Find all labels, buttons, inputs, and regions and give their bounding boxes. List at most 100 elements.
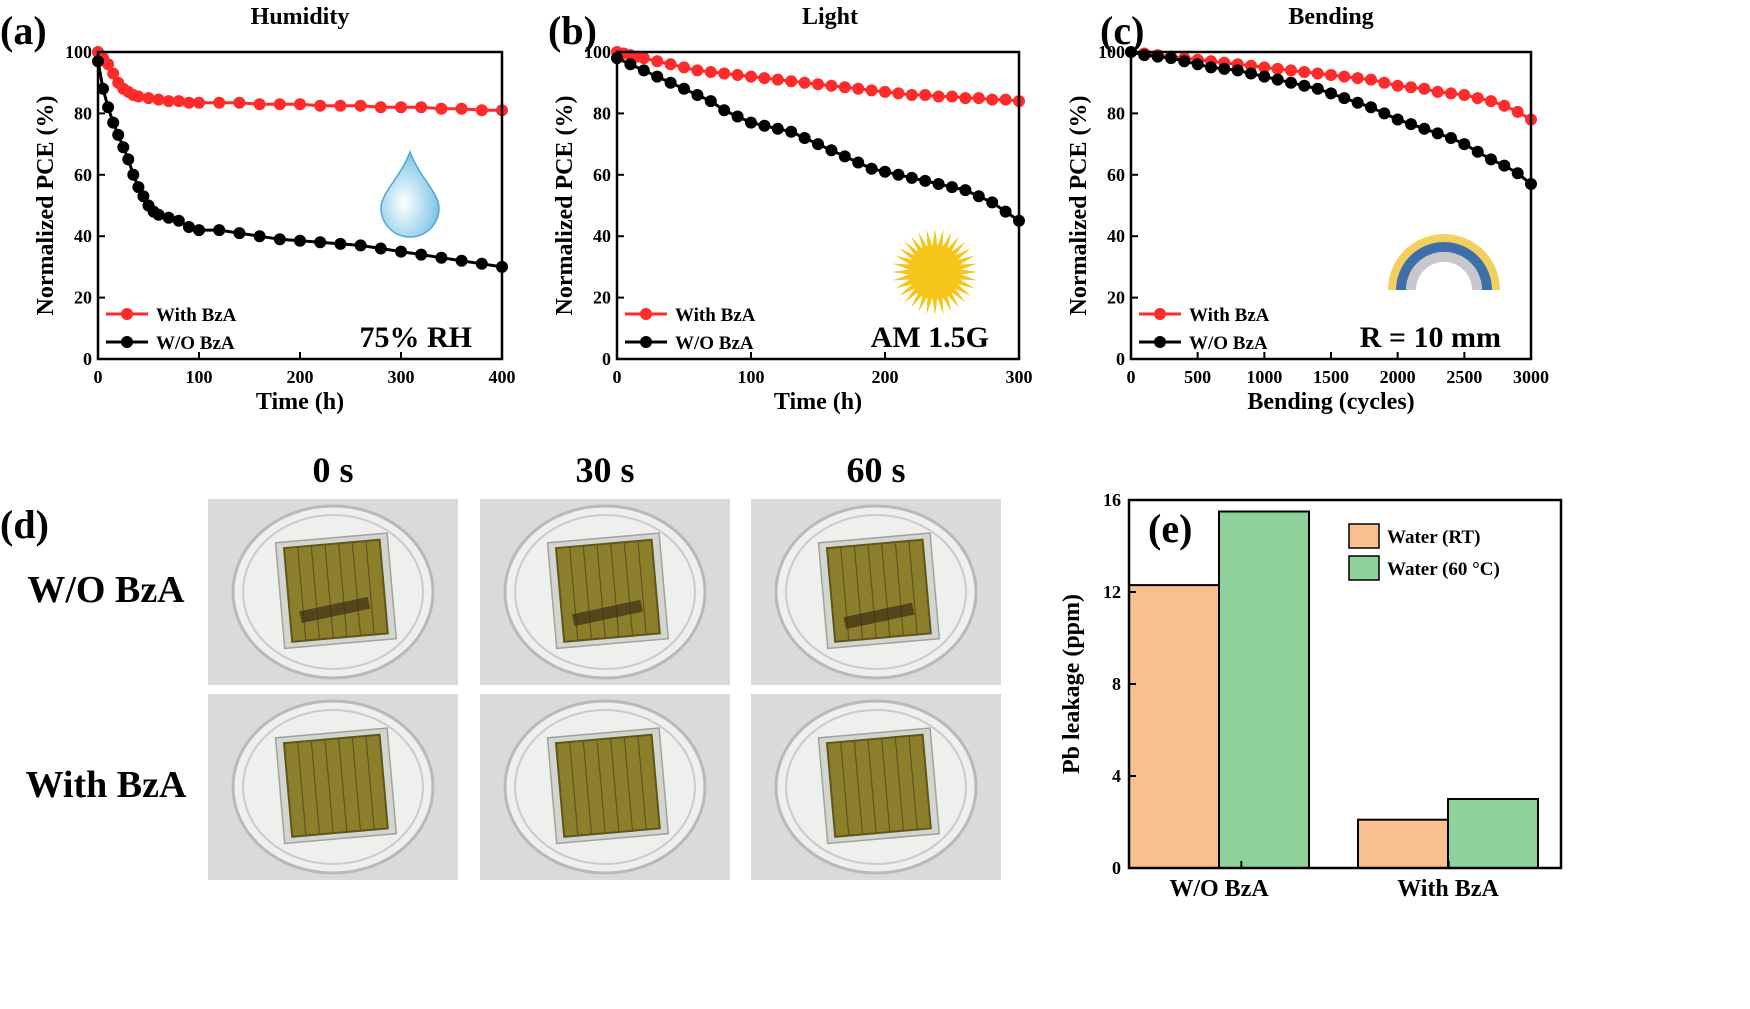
device-photo [751, 694, 1001, 880]
data-point [117, 141, 130, 154]
data-point [959, 184, 972, 197]
data-point [475, 257, 488, 270]
chart-title: Humidity [251, 4, 350, 30]
condition-annotation: 75% RH [360, 321, 473, 354]
data-point [273, 233, 286, 246]
data-point [1285, 64, 1297, 77]
data-point [1298, 79, 1311, 92]
inner-layer [1406, 252, 1482, 290]
x-tick-label: 1000 [1246, 367, 1282, 387]
y-tick-label: 20 [74, 288, 92, 308]
pb-leakage-bar-chart: W/O BzA With BzA 0 4 8 12 16 Pb leakage (ppm) Wa… [1059, 490, 1563, 902]
y-tick-label: 60 [593, 165, 611, 185]
data-point [1258, 70, 1271, 83]
y-tick-label: 0 [83, 349, 92, 369]
electrode-line [881, 543, 891, 638]
data-point [435, 251, 448, 264]
electrode-line [297, 546, 307, 641]
bar [1218, 510, 1310, 869]
data-point [455, 254, 468, 267]
data-point [1325, 87, 1337, 100]
data-point [1511, 167, 1524, 180]
data-point [142, 92, 155, 105]
data-point [102, 101, 115, 114]
data-point [1418, 122, 1431, 135]
data-point [1378, 76, 1391, 89]
data-point [919, 174, 932, 187]
data-point [932, 178, 945, 190]
data-point [193, 96, 205, 109]
data-point [137, 190, 150, 203]
y-tick-label: 16 [1103, 490, 1121, 510]
time-column-label: 0 s [312, 450, 353, 490]
y-tick-label: 40 [1107, 226, 1125, 246]
data-point [879, 165, 891, 178]
data-point [1365, 73, 1377, 86]
device-layer [1396, 242, 1492, 290]
data-point [294, 234, 306, 247]
electrode-line [338, 738, 348, 833]
device-photo [208, 694, 458, 880]
y-tick-label: 0 [602, 349, 611, 369]
panel-label-a: (a) [0, 8, 47, 53]
electrode-line [582, 740, 593, 835]
x-tick-label: 3000 [1513, 367, 1549, 387]
data-point [395, 101, 407, 114]
y-tick-label: 100 [1098, 42, 1125, 62]
time-column-label: 60 s [846, 450, 905, 490]
series-line-with-bza [616, 50, 1020, 103]
data-point [785, 75, 798, 88]
y-tick-label: 80 [74, 103, 92, 123]
device-photo [480, 499, 730, 685]
x-tick-label: 300 [388, 367, 415, 387]
data-point [825, 79, 838, 92]
x-category-label: W/O BzA [1169, 876, 1269, 902]
petri-dish-rim [785, 514, 967, 670]
data-point [334, 99, 347, 112]
data-point [1511, 105, 1524, 118]
data-point [1165, 52, 1177, 65]
x-tick-label: 2000 [1380, 367, 1416, 387]
bent-substrate-icon [1388, 234, 1500, 290]
y-tick-label: 80 [1107, 103, 1125, 123]
perovskite-film [825, 538, 932, 643]
legend-label: With BzA [1189, 305, 1270, 326]
data-point [395, 245, 407, 258]
perovskite-film [825, 733, 932, 838]
x-tick-label: 200 [872, 367, 899, 387]
data-point [273, 98, 286, 111]
data-point [1231, 64, 1244, 77]
electrode-line [908, 540, 918, 635]
data-point [233, 227, 246, 240]
data-point [1218, 62, 1231, 75]
substrate-layer [1388, 234, 1500, 290]
sun-icon [892, 229, 978, 315]
x-tick-label: 500 [1184, 367, 1211, 387]
data-point [745, 116, 757, 129]
data-point [152, 208, 165, 221]
legend-label: With BzA [675, 305, 756, 326]
electrode-line [637, 540, 647, 635]
data-point [637, 52, 650, 65]
panel-label-c: (c) [1100, 8, 1144, 53]
legend-swatch [1348, 555, 1380, 581]
light-stability-chart: Light 0 20 40 60 80 100 0 100 200 300 Time (h) Norma… [552, 4, 1033, 415]
data-point [852, 82, 865, 95]
data-point [1498, 99, 1511, 112]
data-point [905, 89, 918, 101]
legend-label: Water (RT) [1387, 527, 1480, 548]
data-point [664, 58, 677, 71]
data-point [905, 171, 918, 184]
data-point [107, 67, 120, 80]
legend-marker [121, 336, 133, 348]
data-point [999, 93, 1012, 106]
data-point [1498, 159, 1511, 172]
data-point [1378, 107, 1391, 120]
electrode-line [881, 738, 891, 833]
data-point [152, 93, 165, 106]
data-point [718, 67, 731, 80]
electrode-line [853, 740, 864, 835]
data-point [213, 96, 226, 109]
degraded-region [299, 596, 371, 624]
